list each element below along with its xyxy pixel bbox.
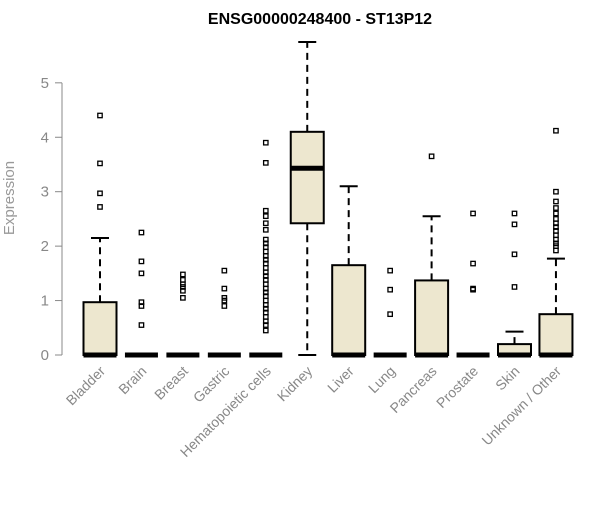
box-unknown-other — [538, 127, 574, 358]
outlier-point — [97, 112, 103, 119]
box-liver — [331, 185, 367, 358]
outlier-point — [511, 284, 518, 290]
box-brain — [124, 229, 158, 358]
outlier-point — [553, 216, 559, 222]
box-prostate — [456, 210, 490, 358]
y-axis-label: Expression — [1, 161, 18, 235]
outlier-point — [138, 322, 145, 328]
box-gastric — [207, 267, 241, 358]
outlier-point — [221, 294, 228, 301]
y-tick-label: 2 — [41, 238, 49, 255]
box-kidney — [289, 41, 325, 356]
outlier-point — [511, 251, 518, 258]
outlier-point — [262, 226, 269, 233]
outlier-point — [553, 188, 559, 195]
category-label: Bladder — [63, 363, 109, 409]
outlier-point — [97, 204, 103, 210]
outlier-point — [138, 270, 145, 277]
outlier-point — [262, 159, 269, 166]
outlier-point — [470, 260, 476, 267]
outlier-point — [262, 236, 269, 243]
y-axis: 0 1 2 3 4 5 — [41, 75, 63, 364]
iqr-box — [289, 130, 325, 225]
outlier-point — [221, 303, 228, 309]
y-tick-label: 3 — [41, 184, 49, 201]
outlier-point — [180, 271, 186, 278]
box-bladder — [82, 112, 118, 358]
category-label: Skin — [492, 363, 523, 394]
outlier-point — [221, 285, 228, 292]
box-pancreas — [414, 153, 450, 358]
outlier-point — [138, 299, 145, 306]
category-label: Breast — [151, 363, 191, 403]
category-label: Lung — [365, 363, 398, 396]
box-hematopoietic-cells — [249, 139, 283, 358]
iqr-box — [538, 313, 574, 357]
outlier-point — [387, 286, 394, 293]
outlier-point — [470, 210, 476, 217]
category-label: Brain — [115, 363, 149, 397]
outlier-point — [262, 139, 269, 146]
outlier-point — [511, 210, 518, 217]
outlier-point — [511, 221, 518, 228]
outlier-point — [387, 311, 394, 318]
iqr-box — [414, 279, 450, 356]
outlier-point — [553, 127, 559, 134]
box-breast — [166, 271, 200, 358]
category-label: Unknown / Other — [478, 363, 564, 449]
outlier-point — [97, 190, 103, 197]
outlier-point — [180, 277, 186, 283]
y-tick-label: 5 — [41, 75, 49, 92]
category-label: Liver — [324, 363, 357, 396]
iqr-box — [331, 264, 367, 357]
box-skin — [497, 210, 532, 358]
y-tick-label: 4 — [41, 129, 49, 146]
outlier-point — [262, 327, 269, 334]
outlier-point — [553, 210, 559, 217]
category-label: Prostate — [433, 363, 481, 411]
box-lung — [373, 267, 407, 358]
y-tick-label: 1 — [41, 293, 49, 310]
outlier-point — [428, 153, 435, 160]
box-series — [82, 41, 574, 358]
outlier-point — [262, 213, 269, 220]
outlier-point — [138, 258, 145, 265]
outlier-point — [97, 160, 103, 167]
chart-title: ENSG00000248400 - ST13P12 — [208, 11, 432, 28]
outlier-point — [553, 205, 559, 211]
outlier-point — [262, 207, 269, 214]
y-tick-label: 0 — [41, 347, 49, 364]
category-label: Kidney — [274, 363, 316, 405]
iqr-box — [82, 301, 118, 357]
outlier-point — [180, 294, 186, 301]
outlier-point — [262, 220, 269, 227]
outlier-point — [138, 229, 145, 236]
outlier-point — [553, 198, 559, 205]
outlier-point — [470, 285, 476, 292]
outlier-point — [387, 267, 394, 274]
outlier-point — [221, 267, 228, 274]
